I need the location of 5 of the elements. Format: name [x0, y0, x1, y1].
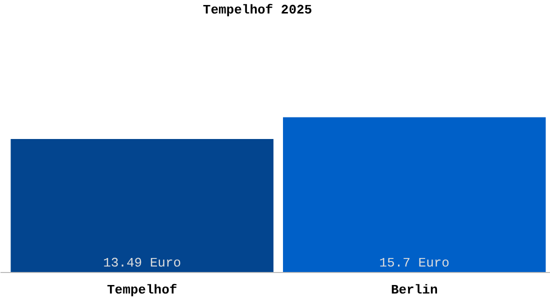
data-label: 15.7 Euro — [379, 256, 450, 270]
x-tick-label: Berlin — [390, 282, 438, 298]
data-label: 13.49 Euro — [103, 256, 182, 270]
x-tick-label: Tempelhof — [106, 282, 178, 298]
chart-title: Tempelhof 2025 — [202, 2, 312, 18]
